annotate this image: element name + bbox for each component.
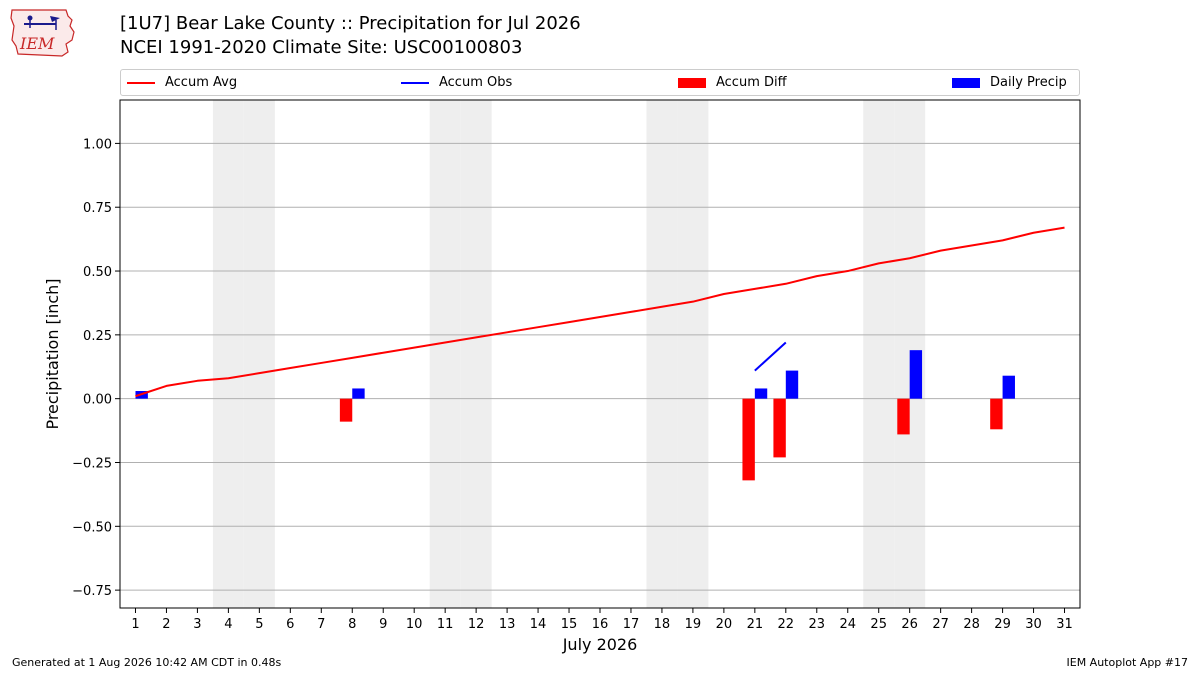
lines-group: [135, 226, 1065, 398]
x-tick-label: 7: [317, 617, 325, 632]
weekend-band-day-11: [429, 100, 461, 608]
legend-label-accum-obs: Accum Obs: [439, 75, 513, 90]
x-tick-label: 16: [592, 617, 609, 632]
x-axis-label: July 2026: [562, 635, 638, 654]
y-tick-label: 0.00: [83, 393, 112, 408]
legend-item-accum-obs: Accum Obs: [401, 70, 512, 95]
x-tick-label: 15: [561, 617, 578, 632]
daily-precip-bar-day-29: [1002, 375, 1015, 399]
daily-precip-bar-day-8: [352, 388, 365, 399]
daily-precip-bar-day-21: [754, 388, 768, 399]
legend-label-accum-diff: Accum Diff: [716, 75, 787, 90]
y-axis-label: Precipitation [inch]: [43, 278, 62, 429]
legend-swatch-accum-avg: [127, 81, 155, 84]
x-tick-label: 10: [406, 617, 423, 632]
weekend-band-day-5: [243, 100, 275, 608]
x-tick-label: 13: [499, 617, 516, 632]
x-axis: 1 2 3 4 5 6 7 8 9 10 11 12 13 14 15 16 17 18 19 20 21 22 23 24 2…: [131, 608, 1073, 632]
legend-item-accum-avg: Accum Avg: [127, 70, 237, 95]
accum-diff-bar-day-22: [773, 398, 786, 458]
x-tick-label: 5: [255, 617, 263, 632]
legend-label-accum-avg: Accum Avg: [165, 75, 238, 90]
x-tick-label: 14: [530, 617, 547, 632]
legend-swatch-daily-precip: [952, 77, 980, 88]
y-tick-label: 0.50: [83, 265, 112, 280]
bars-group: [135, 350, 1015, 481]
chart-subtitle: NCEI 1991-2020 Climate Site: USC00100803: [120, 37, 523, 58]
x-tick-label: 12: [468, 617, 485, 632]
footer-generated-text: Generated at 1 Aug 2026 10:42 AM CDT in …: [12, 656, 282, 669]
weekend-band-day-25: [863, 100, 895, 608]
weekend-band-day-12: [460, 100, 492, 608]
x-tick-label: 29: [994, 617, 1011, 632]
logo-text: IEM: [19, 34, 55, 53]
x-tick-label: 11: [437, 617, 454, 632]
legend-item-daily-precip: Daily Precip: [952, 70, 1067, 95]
footer-app-id: IEM Autoplot App #17: [1066, 656, 1189, 669]
x-tick-label: 22: [778, 617, 795, 632]
x-tick-label: 25: [870, 617, 887, 632]
x-tick-label: 30: [1025, 617, 1042, 632]
x-tick-label: 8: [348, 617, 356, 632]
x-tick-label: 31: [1056, 617, 1073, 632]
x-tick-label: 28: [963, 617, 980, 632]
legend-label-daily-precip: Daily Precip: [990, 75, 1067, 90]
chart-title: [1U7] Bear Lake County :: Precipitation …: [120, 13, 581, 34]
accum-diff-bar-day-26: [897, 398, 910, 435]
x-tick-label: 26: [901, 617, 918, 632]
x-tick-label: 21: [747, 617, 764, 632]
y-tick-label: −0.50: [72, 520, 112, 535]
y-axis: −0.75 −0.50 −0.25 0.00 0.25 0.50 0.75 1.00: [72, 137, 120, 599]
x-tick-label: 2: [162, 617, 170, 632]
accum-diff-bar-day-21: [742, 398, 755, 481]
x-tick-label: 1: [131, 617, 139, 632]
y-tick-label: 0.75: [83, 201, 112, 216]
x-tick-label: 9: [379, 617, 387, 632]
x-tick-label: 23: [809, 617, 826, 632]
y-tick-label: 1.00: [83, 137, 112, 152]
x-tick-label: 20: [716, 617, 733, 632]
weekend-shading-group: [212, 100, 926, 608]
daily-precip-bar-day-26: [909, 350, 923, 399]
x-tick-label: 17: [623, 617, 640, 632]
y-tick-label: −0.25: [72, 456, 112, 471]
legend-item-accum-diff: Accum Diff: [678, 70, 787, 95]
accum-obs-line: [754, 341, 787, 372]
x-tick-label: 19: [685, 617, 702, 632]
iem-logo: IEM: [8, 6, 80, 58]
y-tick-label: 0.25: [83, 329, 112, 344]
accum-diff-bar-day-29: [990, 398, 1003, 430]
daily-precip-bar-day-22: [785, 370, 799, 399]
y-tick-label: −0.75: [72, 584, 112, 599]
accum-avg-line: [135, 226, 1065, 398]
weekend-band-day-18: [646, 100, 678, 608]
x-tick-label: 18: [654, 617, 671, 632]
x-tick-label: 3: [193, 617, 201, 632]
x-tick-label: 4: [224, 617, 232, 632]
legend-swatch-accum-obs: [401, 81, 429, 84]
weekend-band-day-19: [677, 100, 709, 608]
weekend-band-day-4: [212, 100, 244, 608]
legend-swatch-accum-diff: [678, 77, 706, 88]
x-tick-label: 24: [839, 617, 856, 632]
accum-diff-bar-day-8: [339, 398, 353, 422]
x-tick-label: 6: [286, 617, 294, 632]
gridlines-group: [120, 142, 1080, 591]
x-tick-label: 27: [932, 617, 949, 632]
chart-legend: Accum Avg Accum Obs Accum Diff Daily Pre…: [120, 69, 1080, 96]
